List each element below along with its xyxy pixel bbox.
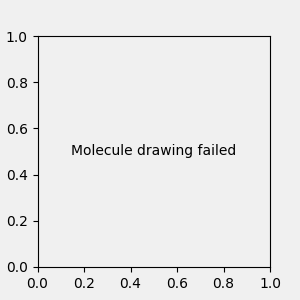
Text: Molecule drawing failed: Molecule drawing failed — [71, 145, 236, 158]
